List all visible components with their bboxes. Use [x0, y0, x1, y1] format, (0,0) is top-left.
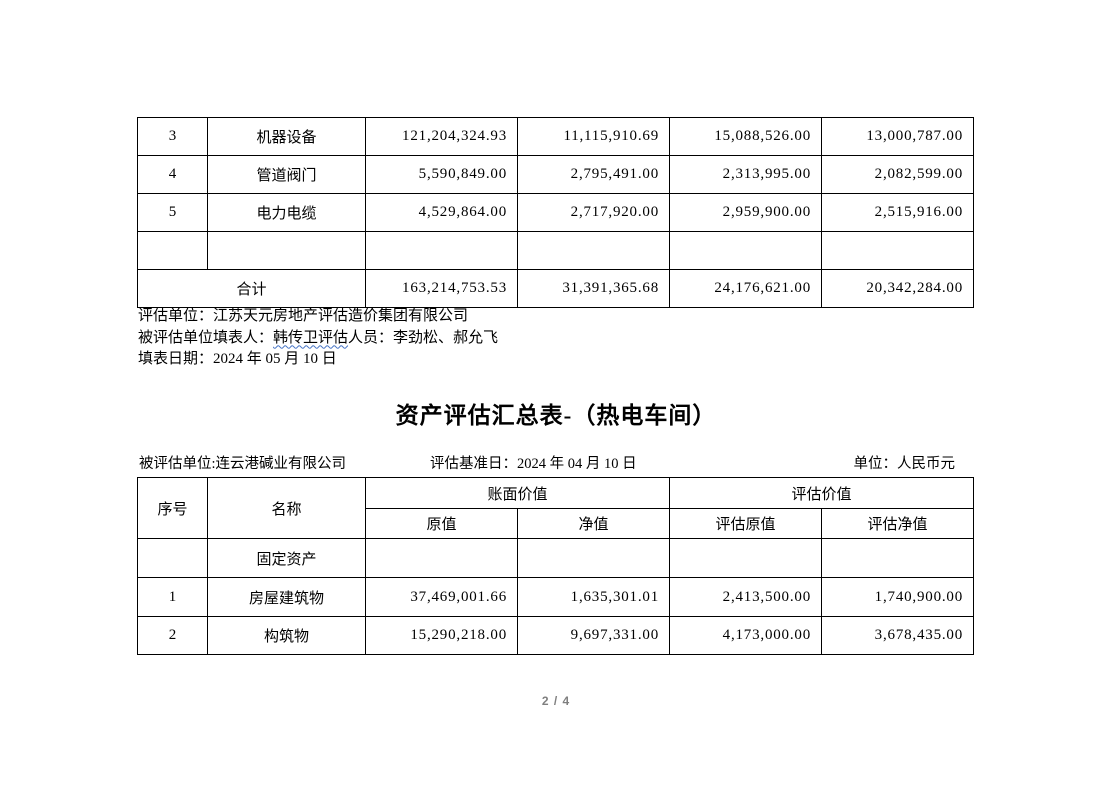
currency-unit-label: 单位：人民币元	[853, 456, 956, 472]
cell-book-original: 121,204,324.93	[365, 117, 518, 156]
table-row-total: 合计 163,214,753.53 31,391,365.68 24,176,6…	[137, 269, 974, 308]
header-book-net: 净值	[516, 508, 671, 539]
note-filler-suffix: 人员：李劲松、郝允飞	[348, 329, 499, 346]
cell-serial: 5	[137, 193, 208, 232]
cell-name: 构筑物	[207, 616, 366, 655]
note-appraisal-unit: 评估单位：江苏天元房地产评估造价集团有限公司	[138, 308, 469, 324]
cell-book-net: 2,795,491.00	[517, 155, 670, 194]
table-row-section: 固定资产	[137, 538, 975, 578]
cell-eval-original: 2,959,900.00	[669, 193, 822, 232]
table-info-line: 被评估单位:连云港碱业有限公司 评估基准日：2024 年 04 月 10 日 单…	[137, 452, 973, 472]
page-number: 2 / 4	[541, 694, 571, 708]
cell-name: 电力电缆	[207, 193, 366, 232]
header-serial: 序号	[137, 477, 208, 539]
header-book-value-group: 账面价值	[364, 477, 671, 509]
empty-cell	[516, 538, 671, 578]
note-filler-prefix: 被评估单位填表人：	[138, 329, 274, 346]
header-eval-net: 评估净值	[821, 508, 975, 539]
cell-eval-original: 2,413,500.00	[669, 577, 823, 617]
cell-eval-original: 2,313,995.00	[669, 155, 822, 194]
cell-eval-net: 13,000,787.00	[821, 117, 974, 156]
cell-name: 房屋建筑物	[207, 577, 366, 617]
cell-eval-original: 24,176,621.00	[669, 269, 822, 308]
cell-book-net: 1,635,301.01	[516, 577, 671, 617]
empty-cell	[669, 231, 822, 270]
asset-summary-table-continued: 3 机器设备 121,204,324.93 11,115,910.69 15,0…	[137, 117, 974, 308]
asset-summary-table-main: 序号 名称 账面价值 评估价值 原值 净值 评估原值 评估净值 固定资产 1	[137, 477, 975, 655]
note-filler-underlined: 韩传卫评估	[273, 329, 349, 346]
cell-serial: 4	[137, 155, 208, 194]
cell-eval-net: 20,342,284.00	[821, 269, 974, 308]
header-eval-value-group: 评估价值	[669, 477, 975, 509]
empty-cell	[207, 231, 366, 270]
header-name: 名称	[207, 477, 366, 539]
empty-cell	[365, 231, 518, 270]
cell-book-original: 37,469,001.66	[365, 577, 518, 617]
notes-block: 评估单位：江苏天元房地产评估造价集团有限公司 被评估单位填表人：韩传卫评估人员：…	[138, 306, 498, 371]
cell-name: 机器设备	[207, 117, 366, 156]
header-book-original: 原值	[365, 508, 518, 539]
cell-eval-net: 1,740,900.00	[821, 577, 975, 617]
cell-eval-net: 2,082,599.00	[821, 155, 974, 194]
cell-book-net: 31,391,365.68	[517, 269, 670, 308]
cell-book-net: 11,115,910.69	[517, 117, 670, 156]
cell-book-net: 2,717,920.00	[517, 193, 670, 232]
table-row: 5 电力电缆 4,529,864.00 2,717,920.00 2,959,9…	[137, 193, 974, 232]
table-row: 3 机器设备 121,204,324.93 11,115,910.69 15,0…	[137, 117, 974, 156]
cell-section-name: 固定资产	[207, 538, 366, 578]
empty-cell	[821, 538, 975, 578]
table-row-empty	[137, 231, 974, 270]
cell-serial: 3	[137, 117, 208, 156]
empty-cell	[137, 231, 208, 270]
cell-book-original: 4,529,864.00	[365, 193, 518, 232]
header-row-groups: 序号 名称 账面价值 评估价值	[137, 477, 975, 539]
cell-serial: 2	[137, 616, 208, 655]
assessed-unit-label: 被评估单位:连云港碱业有限公司	[139, 456, 347, 472]
cell-book-net: 9,697,331.00	[516, 616, 671, 655]
table-row: 1 房屋建筑物 37,469,001.66 1,635,301.01 2,413…	[137, 577, 975, 617]
valuation-base-date-label: 评估基准日：2024 年 04 月 10 日	[430, 456, 637, 472]
cell-eval-net: 3,678,435.00	[821, 616, 975, 655]
cell-book-original: 163,214,753.53	[365, 269, 518, 308]
cell-eval-net: 2,515,916.00	[821, 193, 974, 232]
empty-cell	[365, 538, 518, 578]
header-row-sub: 原值 净值 评估原值 评估净值	[138, 508, 975, 539]
page-title: 资产评估汇总表-（热电车间）	[395, 403, 717, 428]
cell-book-original: 15,290,218.00	[365, 616, 518, 655]
empty-cell	[137, 538, 208, 578]
cell-eval-original: 4,173,000.00	[669, 616, 823, 655]
table-row: 2 构筑物 15,290,218.00 9,697,331.00 4,173,0…	[137, 616, 975, 655]
cell-total-label: 合计	[137, 269, 366, 308]
note-fill-date: 填表日期：2024 年 05 月 10 日	[138, 351, 337, 367]
cell-book-original: 5,590,849.00	[365, 155, 518, 194]
header-eval-original: 评估原值	[669, 508, 823, 539]
table-row: 4 管道阀门 5,590,849.00 2,795,491.00 2,313,9…	[137, 155, 974, 194]
note-form-filler: 被评估单位填表人：韩传卫评估人员：李劲松、郝允飞	[138, 328, 498, 350]
cell-eval-original: 15,088,526.00	[669, 117, 822, 156]
empty-cell	[821, 231, 974, 270]
cell-serial: 1	[137, 577, 208, 617]
empty-cell	[669, 538, 823, 578]
cell-name: 管道阀门	[207, 155, 366, 194]
empty-cell	[517, 231, 670, 270]
